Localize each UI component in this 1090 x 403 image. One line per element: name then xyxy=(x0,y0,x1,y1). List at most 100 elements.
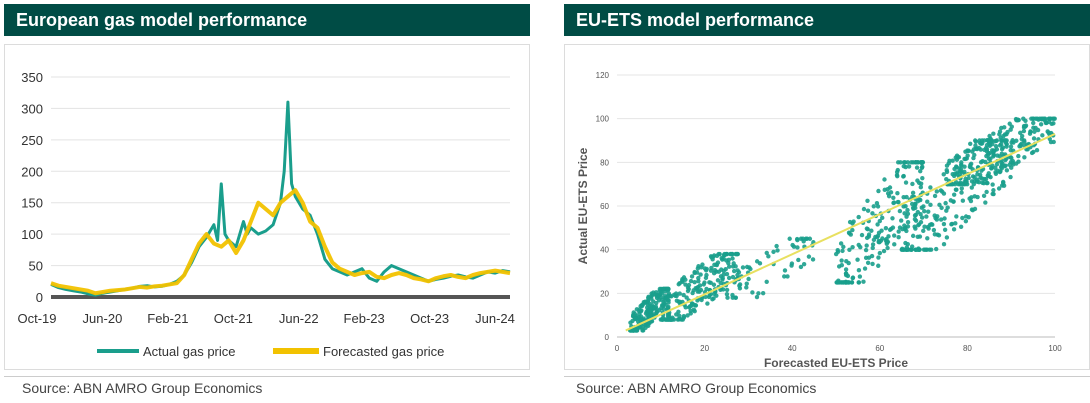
scatter-point xyxy=(718,274,724,279)
x-tick-label: Feb-23 xyxy=(344,311,385,326)
scatter-point xyxy=(658,295,664,300)
x-tick-label: 0 xyxy=(615,344,620,353)
scatter-point xyxy=(1001,180,1006,186)
scatter-point xyxy=(984,147,990,152)
scatter-point xyxy=(892,242,897,247)
scatter-point xyxy=(984,189,989,195)
scatter-point xyxy=(915,234,920,240)
scatter-point xyxy=(673,293,678,298)
gas-chart-title: European gas model performance xyxy=(4,4,530,36)
legend-label-actual: Actual gas price xyxy=(143,344,236,359)
scatter-point xyxy=(905,220,911,225)
scatter-point xyxy=(744,285,749,290)
y-tick-label: 80 xyxy=(600,158,609,167)
scatter-point xyxy=(843,267,849,272)
scatter-point xyxy=(953,221,958,226)
scatter-point xyxy=(926,209,931,214)
y-tick-label: 150 xyxy=(21,196,43,211)
scatter-point xyxy=(846,280,851,285)
scatter-point xyxy=(790,242,795,248)
scatter-point xyxy=(863,247,869,253)
scatter-point xyxy=(990,191,995,197)
x-tick-label: Feb-21 xyxy=(147,311,188,326)
scatter-point xyxy=(983,200,988,205)
scatter-point xyxy=(1035,127,1041,133)
scatter-point xyxy=(882,187,887,193)
scatter-point xyxy=(785,274,790,279)
scatter-point xyxy=(681,292,686,298)
y-tick-label: 20 xyxy=(600,289,609,298)
scatter-point xyxy=(912,213,918,218)
y-axis-label: Actual EU-ETS Price xyxy=(576,147,590,264)
scatter-point xyxy=(922,247,928,252)
scatter-point xyxy=(951,199,956,204)
scatter-point xyxy=(890,216,895,221)
scatter-point xyxy=(709,255,714,260)
scatter-point xyxy=(876,255,881,260)
scatter-point xyxy=(686,286,691,292)
scatter-point xyxy=(724,258,729,263)
scatter-point xyxy=(972,206,978,212)
scatter-point xyxy=(857,274,863,279)
scatter-point xyxy=(699,265,704,270)
scatter-point xyxy=(993,144,999,149)
scatter-point xyxy=(958,224,964,229)
scatter-point xyxy=(895,190,900,196)
scatter-point xyxy=(866,255,872,260)
scatter-point xyxy=(681,313,687,319)
scatter-point xyxy=(754,294,760,300)
scatter-point xyxy=(1042,118,1048,123)
x-tick-label: Jun-22 xyxy=(279,311,319,326)
ets-chart-title: EU-ETS model performance xyxy=(564,4,1090,36)
scatter-point xyxy=(730,251,735,257)
scatter-point xyxy=(944,163,950,168)
scatter-point xyxy=(959,163,964,168)
scatter-point xyxy=(806,254,812,259)
scatter-point xyxy=(833,251,839,257)
scatter-point xyxy=(963,149,968,154)
scatter-point xyxy=(677,291,682,296)
scatter-point xyxy=(978,159,984,165)
scatter-point xyxy=(879,228,884,233)
scatter-point xyxy=(924,214,929,219)
series-actual-line xyxy=(50,100,511,297)
scatter-point xyxy=(986,173,991,179)
scatter-point xyxy=(997,129,1003,134)
x-tick-label: 60 xyxy=(875,344,884,353)
scatter-point xyxy=(944,235,950,240)
scatter-point xyxy=(941,191,947,196)
scatter-point xyxy=(887,185,893,190)
scatter-point xyxy=(1004,168,1010,173)
x-tick-label: 20 xyxy=(700,344,709,353)
scatter-point xyxy=(646,294,651,300)
scatter-point xyxy=(733,251,739,257)
ets-scatter-chart: 0 20 40 60 80 100 120 0 20 40 60 80 100 Forecasted EU… xyxy=(576,71,1062,370)
scatter-point xyxy=(1037,116,1042,121)
scatter-point xyxy=(666,317,671,322)
scatter-point xyxy=(744,281,749,286)
scatter-point xyxy=(915,178,920,183)
scatter-point xyxy=(905,211,911,216)
scatter-point xyxy=(910,233,916,239)
scatter-point xyxy=(979,176,985,181)
scatter-point xyxy=(730,264,736,269)
y-tick-label: 60 xyxy=(600,202,609,211)
scatter-point xyxy=(886,234,891,239)
scatter-point xyxy=(666,298,671,303)
scatter-point xyxy=(865,260,871,265)
scatter-point xyxy=(864,243,869,248)
scatter-point xyxy=(724,287,730,293)
scatter-point xyxy=(959,190,964,195)
scatter-point xyxy=(1051,121,1056,126)
scatter-point xyxy=(905,224,911,229)
scatter-point xyxy=(954,187,959,192)
scatter-point xyxy=(701,282,706,287)
scatter-point xyxy=(958,166,964,172)
x-tick-label: Oct-23 xyxy=(410,311,449,326)
y-tick-label: 40 xyxy=(600,246,609,255)
scatter-point xyxy=(891,195,896,200)
scatter-point xyxy=(787,236,792,241)
scatter-point xyxy=(796,257,801,263)
scatter-point xyxy=(994,138,999,144)
scatter-point xyxy=(979,141,985,146)
